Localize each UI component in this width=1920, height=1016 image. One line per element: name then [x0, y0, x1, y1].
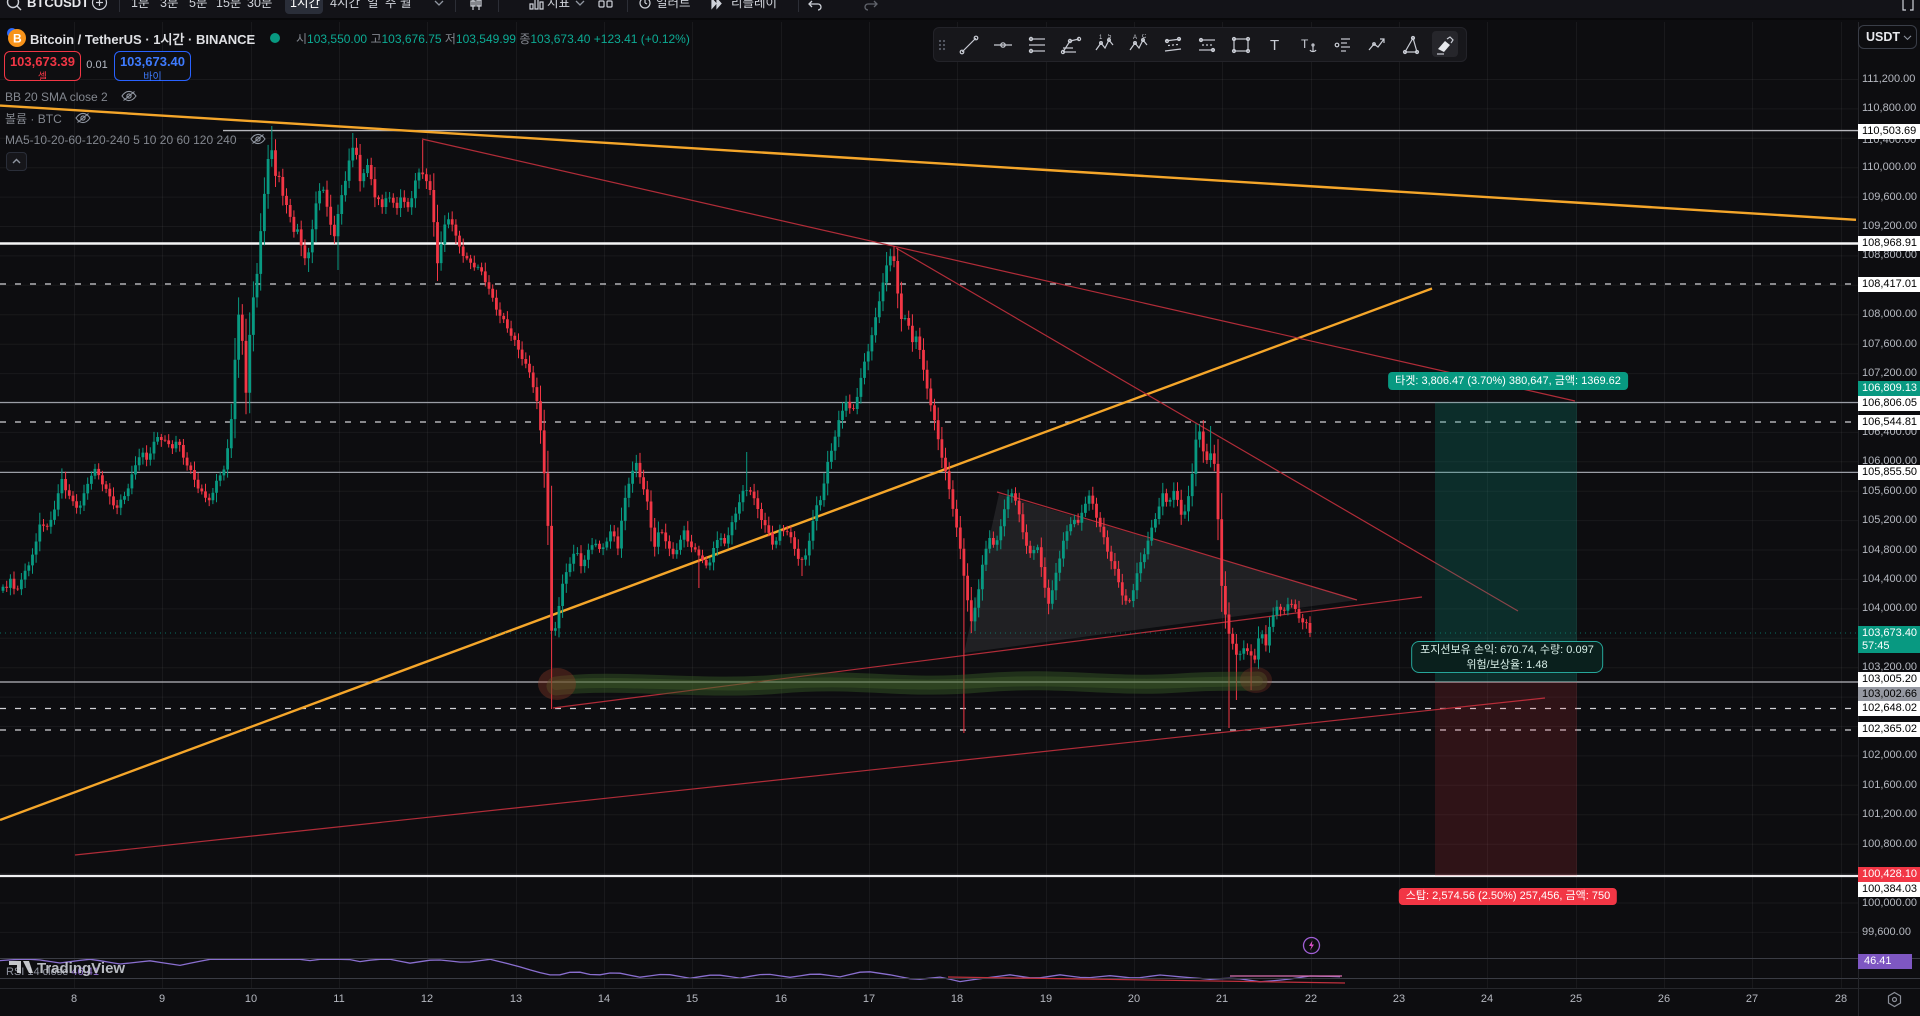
svg-text:TradingView: TradingView: [37, 960, 125, 977]
svg-text:B: B: [13, 32, 22, 46]
